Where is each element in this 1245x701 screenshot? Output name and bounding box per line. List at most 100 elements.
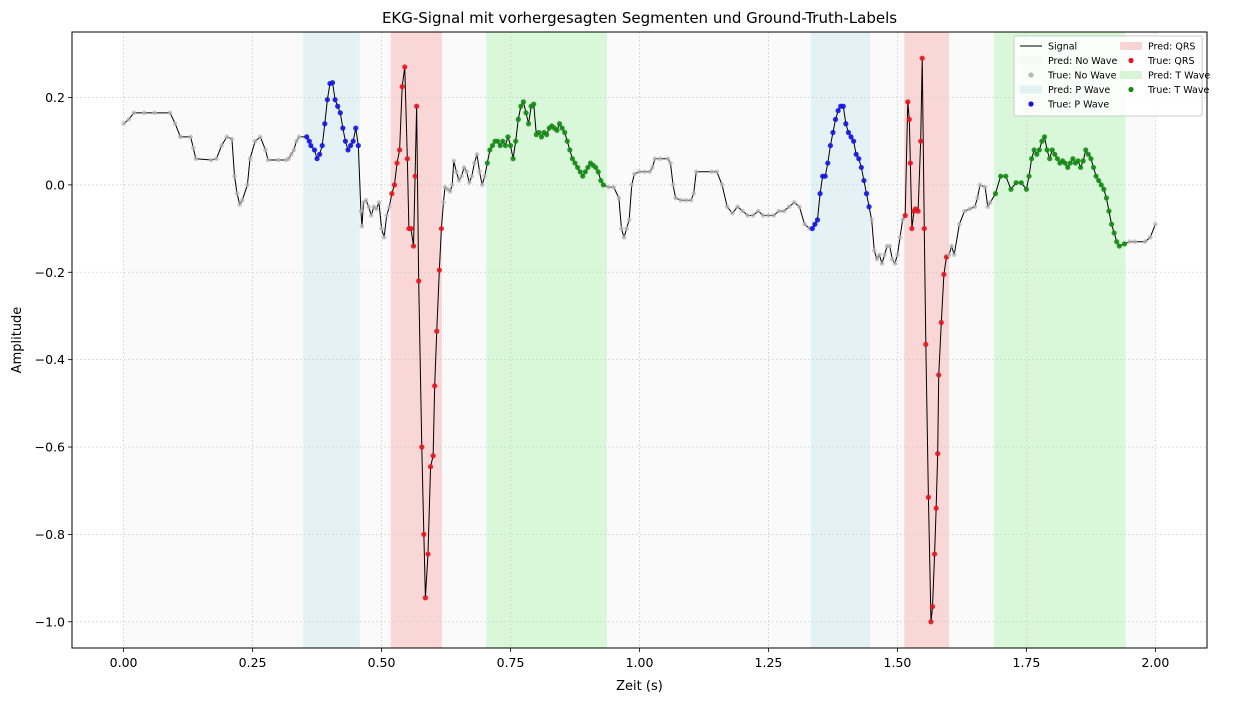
true-point-t_wave	[1101, 186, 1107, 192]
true-point-no_wave	[874, 256, 880, 262]
true-point-p_wave	[853, 151, 859, 157]
true-point-no_wave	[1127, 239, 1132, 245]
true-point-qrs	[925, 494, 932, 500]
true-point-no_wave	[469, 173, 475, 179]
true-point-t_wave	[1111, 230, 1117, 236]
true-point-no_wave	[946, 252, 952, 258]
segment-band-no_wave-2	[359, 32, 391, 648]
y-tick-label: −1.0	[35, 614, 65, 629]
true-point-t_wave	[1065, 164, 1071, 171]
true-point-t_wave	[1041, 134, 1048, 140]
true-point-t_wave	[513, 138, 519, 144]
true-point-qrs	[438, 225, 444, 232]
true-point-p_wave	[337, 110, 343, 116]
true-point-t_wave	[495, 138, 501, 144]
true-point-p_wave	[353, 125, 359, 131]
legend-swatch	[1120, 71, 1142, 79]
true-point-qrs	[902, 212, 908, 219]
true-point-no_wave	[988, 200, 993, 205]
true-point-no_wave	[629, 182, 635, 188]
true-point-qrs	[422, 595, 428, 601]
true-point-qrs	[919, 55, 925, 61]
true-point-t_wave	[502, 142, 508, 149]
true-point-no_wave	[366, 204, 371, 210]
legend-swatch	[1028, 72, 1034, 78]
true-point-no_wave	[673, 195, 678, 201]
true-point-no_wave	[665, 156, 671, 161]
true-point-no_wave	[949, 243, 954, 249]
true-point-t_wave	[1028, 156, 1035, 162]
true-point-qrs	[425, 551, 431, 557]
true-point-t_wave	[569, 156, 576, 162]
x-tick-label: 1.00	[626, 655, 654, 670]
true-point-p_wave	[355, 142, 361, 149]
true-point-t_wave	[1080, 158, 1086, 164]
true-point-qrs	[434, 328, 440, 334]
segment-band-no_wave-6	[606, 32, 811, 648]
y-axis-label: Amplitude	[10, 307, 25, 374]
predicted-segment-bands	[123, 32, 1156, 648]
legend-item-true-no-wave: True: No Wave	[1028, 71, 1117, 82]
true-point-p_wave	[822, 173, 828, 179]
true-point-no_wave	[451, 158, 457, 164]
true-point-p_wave	[843, 121, 849, 127]
ground-truth-points	[121, 55, 1158, 625]
true-point-t_wave	[1075, 158, 1081, 164]
true-point-t_wave	[1018, 180, 1024, 186]
true-point-no_wave	[786, 204, 792, 210]
true-point-qrs	[416, 278, 422, 284]
segment-band-t_wave-11	[993, 32, 1126, 648]
true-point-p_wave	[814, 217, 821, 223]
true-point-no_wave	[381, 235, 387, 240]
true-point-no_wave	[474, 152, 480, 157]
true-point-p_wave	[830, 129, 836, 136]
true-point-no_wave	[214, 156, 219, 161]
segment-band-qrs-9	[904, 32, 950, 648]
true-point-no_wave	[237, 202, 242, 207]
true-point-no_wave	[693, 169, 699, 175]
true-point-qrs	[436, 267, 442, 273]
true-point-p_wave	[827, 142, 833, 149]
true-point-no_wave	[239, 197, 245, 203]
true-point-t_wave	[1103, 195, 1109, 201]
true-point-qrs	[935, 450, 941, 457]
true-point-no_wave	[374, 206, 379, 212]
true-point-no_wave	[296, 134, 302, 140]
legend-item-pred-no-wave: Pred: No Wave	[1020, 56, 1118, 67]
true-point-qrs	[905, 99, 911, 105]
true-point-t_wave	[595, 169, 601, 175]
true-point-t_wave	[559, 125, 565, 131]
true-point-t_wave	[562, 129, 568, 136]
true-point-no_wave	[735, 204, 740, 210]
true-point-t_wave	[536, 129, 542, 136]
true-point-no_wave	[611, 184, 617, 190]
true-point-no_wave	[724, 204, 730, 210]
true-point-p_wave	[809, 225, 815, 232]
true-point-no_wave	[975, 195, 980, 201]
true-point-p_wave	[335, 103, 341, 109]
true-point-p_wave	[322, 121, 328, 127]
true-point-no_wave	[740, 208, 745, 214]
true-point-p_wave	[345, 147, 351, 153]
true-point-t_wave	[1096, 177, 1102, 184]
legend: Signal Pred: No Wave True: No Wave Pred: P …	[1013, 35, 1210, 117]
true-point-t_wave	[487, 147, 493, 153]
true-point-t_wave	[1036, 147, 1042, 153]
true-point-no_wave	[877, 252, 882, 258]
true-point-t_wave	[577, 169, 583, 175]
true-point-no_wave	[358, 208, 364, 214]
chart-title: EKG-Signal mit vorhergesagten Segmenten …	[382, 9, 897, 27]
true-point-p_wave	[840, 103, 846, 109]
true-point-qrs	[932, 551, 938, 557]
true-point-no_wave	[121, 121, 126, 127]
true-point-no_wave	[761, 213, 766, 218]
true-point-t_wave	[593, 164, 599, 171]
legend-item-signal: Signal	[1020, 42, 1077, 53]
true-point-no_wave	[363, 197, 369, 203]
true-point-no_wave	[951, 252, 957, 258]
true-point-no_wave	[172, 121, 178, 127]
true-point-no_wave	[384, 213, 390, 218]
true-point-qrs	[389, 191, 395, 197]
legend-label: True: QRS	[1147, 56, 1195, 67]
true-point-qrs	[432, 383, 438, 389]
